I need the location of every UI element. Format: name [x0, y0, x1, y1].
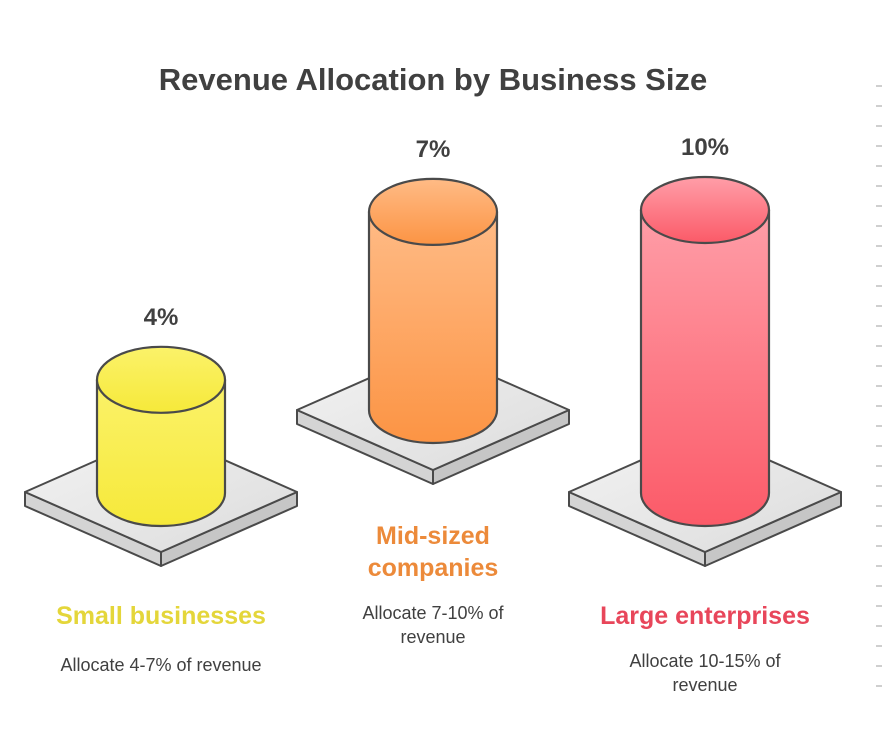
- category-label-small: Small businesses: [56, 602, 266, 630]
- bar-body-small-businesses: [95, 378, 227, 528]
- category-label-mid-line1: Mid-sized: [376, 522, 490, 550]
- chart-title: Revenue Allocation by Business Size: [158, 62, 708, 97]
- bar-body-large-enterprises: [639, 208, 771, 528]
- category-label-mid-line2: companies: [367, 554, 499, 582]
- description-large-line1: Allocate 10-15% of: [629, 651, 781, 671]
- category-label-large: Large enterprises: [600, 602, 810, 630]
- description-mid-line1: Allocate 7-10% of: [362, 603, 504, 623]
- description-small: Allocate 4-7% of revenue: [60, 655, 262, 675]
- bar-top-large-enterprises: [639, 175, 771, 245]
- bar-top-mid-sized-companies: [367, 177, 499, 246]
- bar-top-small-businesses: [95, 345, 227, 414]
- description-mid-line2: revenue: [400, 627, 466, 647]
- description-large-line2: revenue: [672, 675, 738, 695]
- edge-dashed-line: [876, 85, 882, 705]
- value-label-small-businesses: 4%: [144, 304, 179, 331]
- value-label-mid-sized-companies: 7%: [416, 136, 451, 163]
- bar-body-mid-sized-companies: [367, 210, 499, 445]
- value-label-large-enterprises: 10%: [681, 134, 729, 161]
